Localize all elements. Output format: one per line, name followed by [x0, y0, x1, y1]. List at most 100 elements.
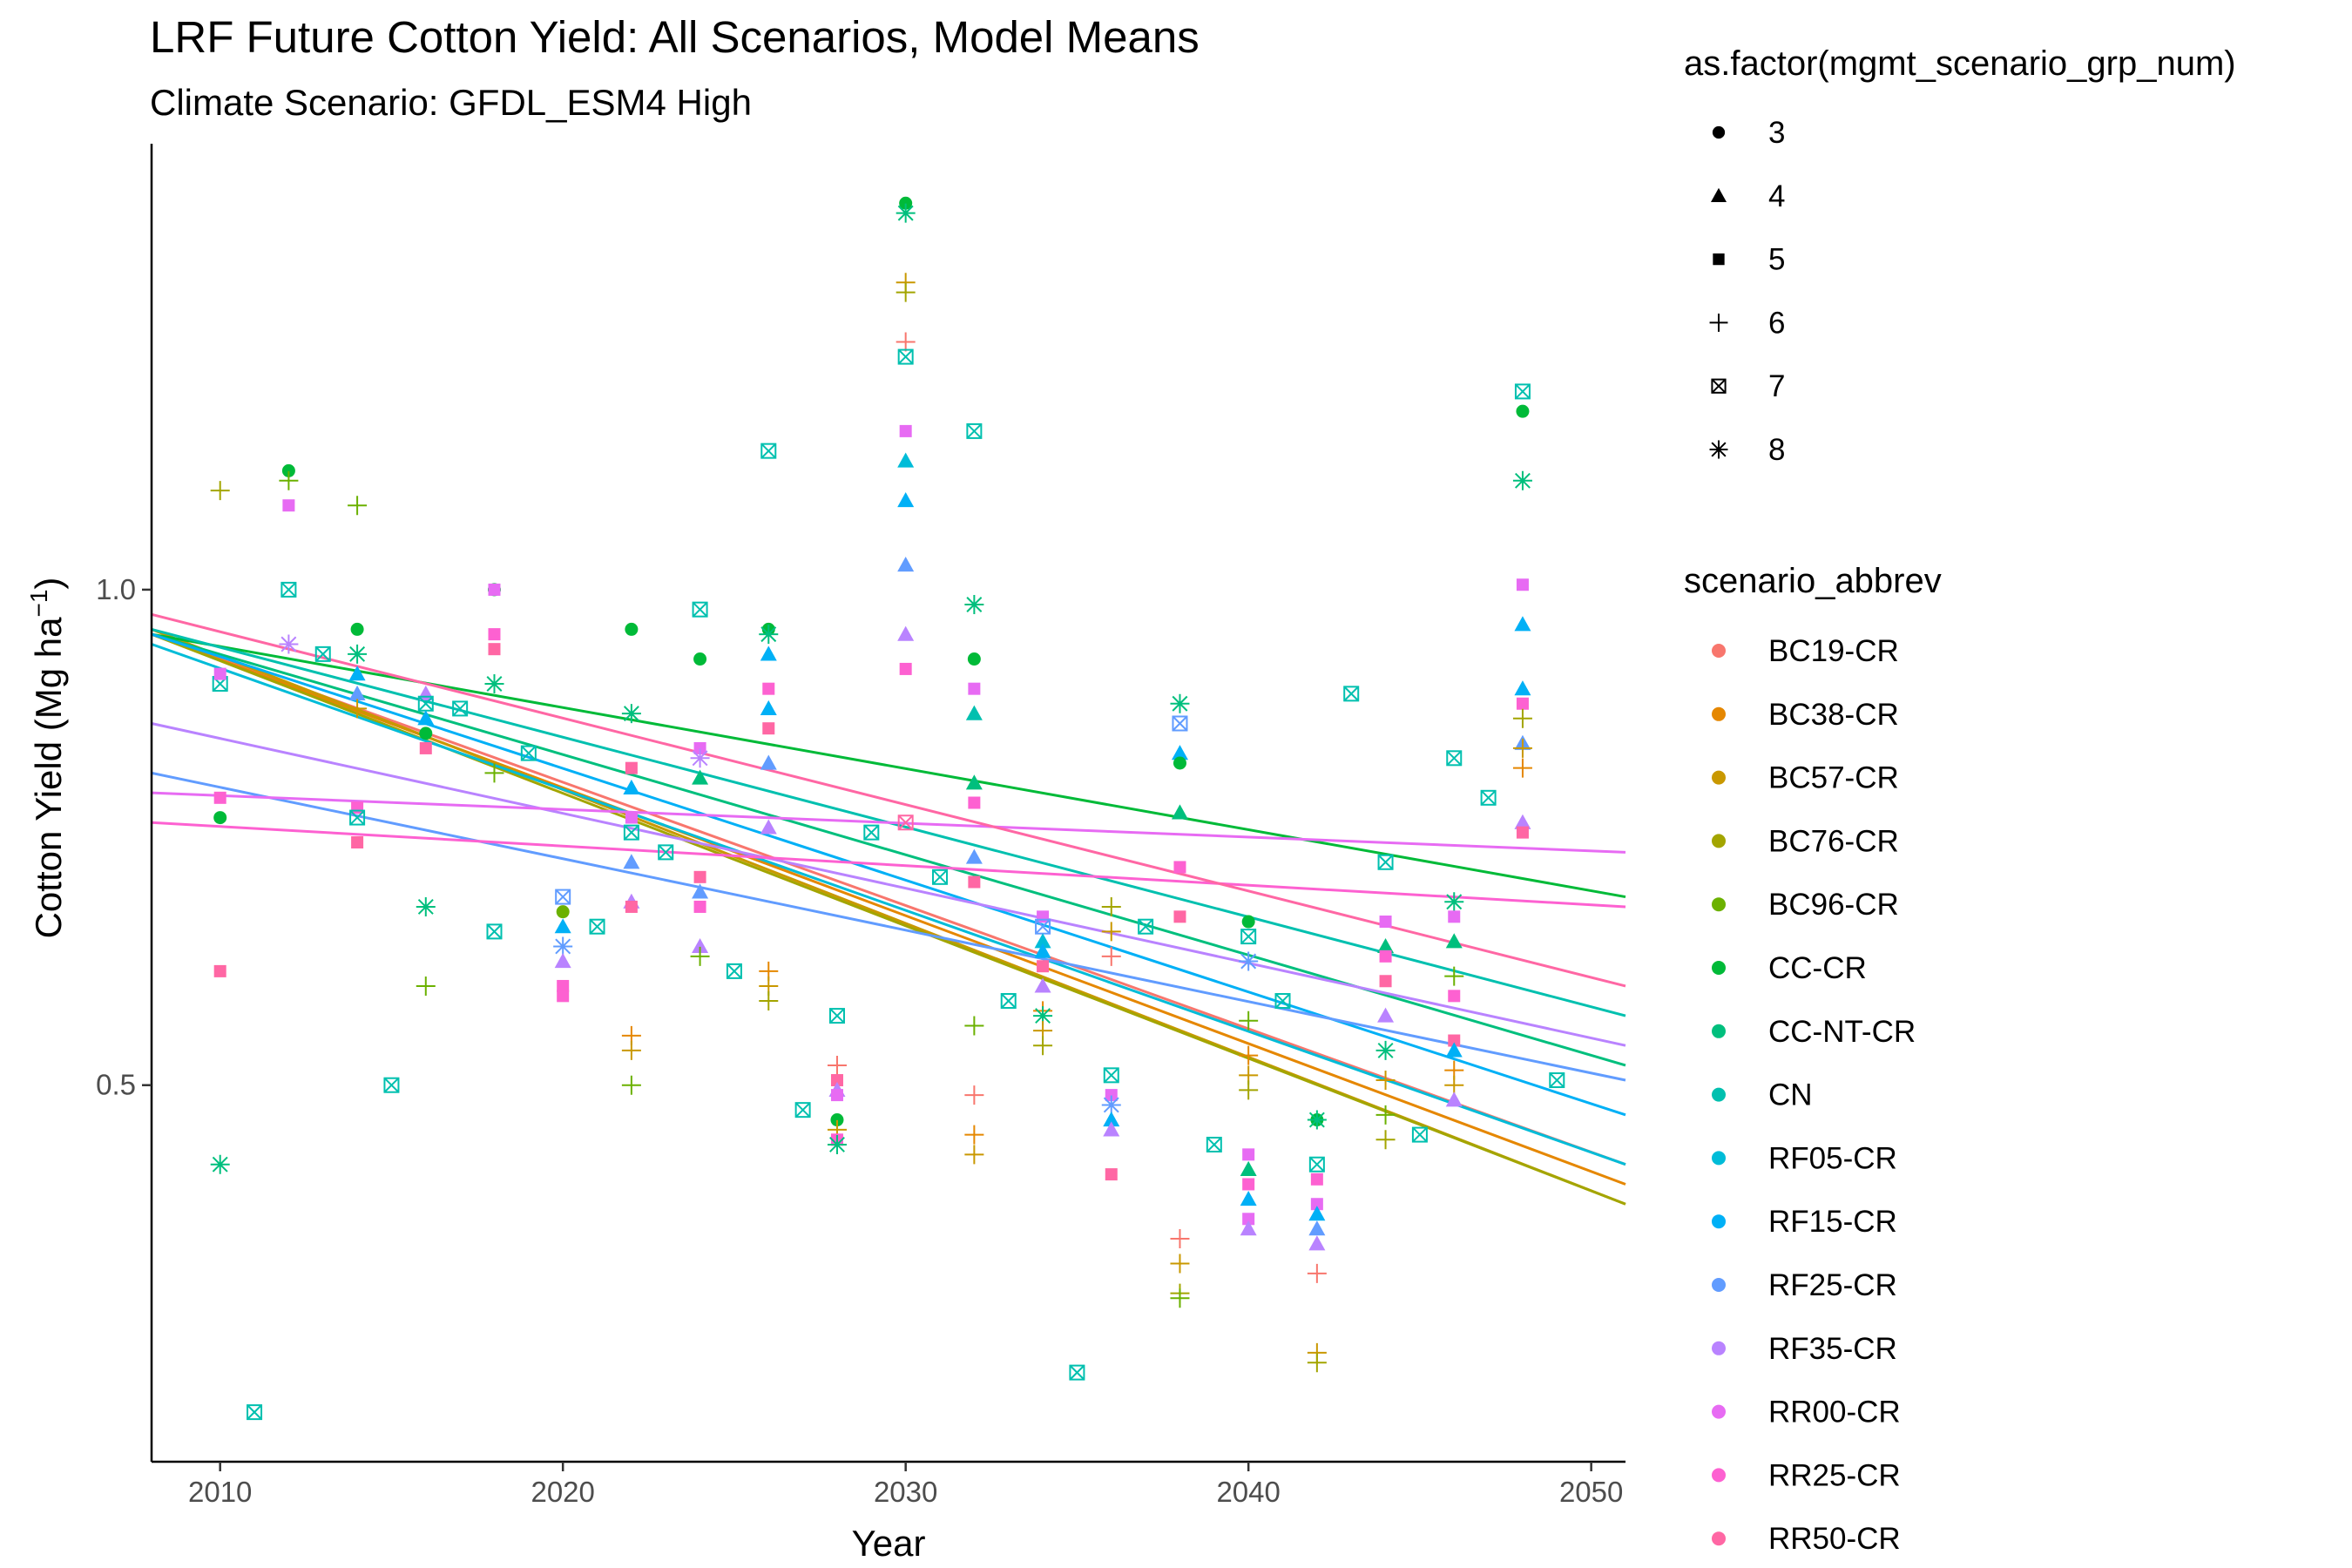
data-point [1173, 861, 1186, 874]
data-point [1239, 1010, 1259, 1031]
trend-line-cc-nt-cr [151, 632, 1626, 1067]
data-point [1514, 680, 1531, 696]
legend-shape-key-boxx [1711, 378, 1727, 394]
data-point [1173, 910, 1186, 923]
data-point [693, 900, 706, 913]
data-point [1514, 616, 1531, 632]
data-point [690, 748, 710, 768]
data-point [452, 700, 469, 717]
data-point [760, 645, 777, 661]
data-point [899, 196, 913, 210]
data-point [897, 814, 914, 831]
data-point [692, 883, 709, 899]
data-point [1101, 896, 1121, 916]
data-point [625, 622, 639, 636]
data-point [1375, 1130, 1396, 1150]
data-point [348, 666, 366, 681]
data-point [1307, 1353, 1327, 1373]
data-point [693, 741, 706, 754]
legend-shape-label: 5 [1768, 243, 1785, 277]
data-point [1033, 1036, 1053, 1056]
legend-color: scenario_abbrev BC19-CR BC38-CR BC57-CR BC7… [1684, 562, 1942, 1556]
data-point [830, 1113, 844, 1127]
data-point [760, 700, 777, 716]
data-point [488, 628, 501, 641]
data-point [658, 844, 674, 861]
data-point [967, 652, 981, 666]
chart-title: LRF Future Cotton Yield: All Scenarios, … [150, 12, 1200, 62]
legend-color-label: RF35-CR [1768, 1332, 1897, 1366]
data-point [896, 282, 916, 302]
data-point [1172, 715, 1188, 732]
legend-color-label: RR25-CR [1768, 1458, 1901, 1492]
trend-line-rf25-cr [151, 771, 1626, 1082]
data-point [1170, 1229, 1190, 1249]
data-point [1308, 1156, 1325, 1173]
trend-line-rr50-cr [151, 612, 1626, 988]
legend-shape-label: 7 [1768, 369, 1785, 403]
legend-color-label: RF15-CR [1768, 1205, 1897, 1239]
data-point [1037, 910, 1050, 923]
x-tick-label: 2040 [1216, 1476, 1280, 1508]
data-point [1173, 756, 1186, 770]
data-point [1446, 750, 1463, 767]
data-point [1308, 1235, 1326, 1251]
legend-shape-label: 3 [1768, 116, 1785, 150]
trend-line-bc76-cr [151, 632, 1626, 1206]
data-point [625, 811, 638, 824]
data-point [794, 1102, 811, 1119]
data-point [964, 1016, 984, 1036]
data-point [621, 1040, 641, 1060]
y-tick-label: 0.5 [96, 1069, 136, 1101]
data-point [555, 889, 571, 905]
data-point [1377, 1007, 1395, 1023]
data-point [556, 905, 570, 919]
data-point [896, 332, 916, 352]
data-point [1379, 950, 1392, 963]
legend-color-key [1712, 897, 1726, 912]
data-point [1549, 1072, 1565, 1089]
data-point [625, 761, 638, 774]
y-tick-label: 1.0 [96, 573, 136, 605]
data-point [554, 953, 571, 969]
data-point [1138, 918, 1154, 935]
data-point [621, 704, 641, 724]
data-point [1206, 1136, 1222, 1152]
data-point [213, 964, 226, 977]
legend-color-key [1712, 1468, 1726, 1483]
data-point [1512, 470, 1532, 490]
data-point [553, 936, 573, 956]
data-point [484, 673, 504, 693]
data-point [899, 424, 912, 437]
data-point [1069, 1364, 1085, 1381]
legend-color-key [1712, 770, 1726, 785]
data-point [1308, 1220, 1326, 1236]
trend-lines [151, 612, 1626, 1206]
legend-color-label: BC76-CR [1768, 824, 1899, 858]
data-point [965, 705, 983, 720]
legend-shape-label: 6 [1768, 306, 1785, 340]
data-point [965, 848, 983, 864]
data-point [554, 918, 571, 934]
data-point [1240, 929, 1257, 945]
y-axis-title: Cotton Yield (Mg ha−1) [25, 578, 69, 939]
data-point [348, 496, 368, 516]
data-point [1170, 1254, 1190, 1274]
data-point [965, 774, 983, 790]
y-axis-title-main: Cotton Yield (Mg ha [28, 617, 69, 939]
data-point [762, 682, 775, 695]
data-point [1379, 916, 1392, 929]
data-point [968, 682, 981, 695]
data-point [1240, 1160, 1257, 1177]
data-point [1514, 814, 1531, 829]
x-axis-title: Year [852, 1523, 926, 1564]
legend-color-key [1712, 1531, 1726, 1546]
data-point [314, 645, 331, 662]
data-point [1448, 990, 1461, 1003]
data-point [1448, 1034, 1461, 1047]
data-point [1103, 1112, 1120, 1127]
legend-color-label: RR00-CR [1768, 1396, 1901, 1429]
data-point [1239, 951, 1259, 971]
data-point [964, 1085, 984, 1105]
trend-line-rr00-cr [151, 791, 1626, 854]
